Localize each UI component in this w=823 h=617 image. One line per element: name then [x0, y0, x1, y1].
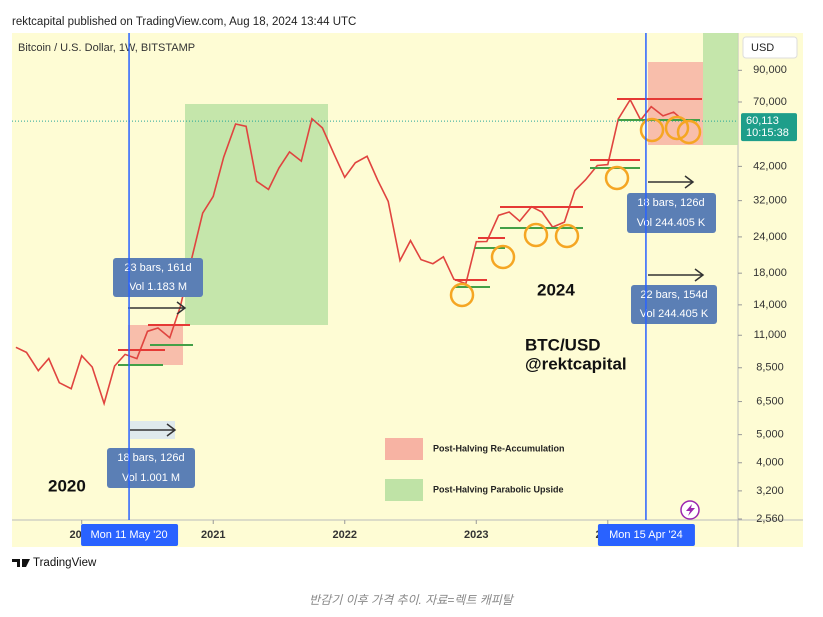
- retest-circle: [639, 117, 665, 143]
- parabolic-zone: [185, 104, 328, 325]
- circles: [449, 115, 702, 308]
- halving-label-bg: [81, 524, 179, 546]
- price-tag: [741, 113, 797, 142]
- y-tick-label: 90,000: [753, 64, 787, 76]
- retest-circle: [523, 222, 549, 248]
- y-tick-label: 3,200: [756, 485, 784, 497]
- arrow: [130, 423, 177, 437]
- icon: [686, 504, 695, 516]
- info-texts: 23 bars, 161d Vol 1.183 M 18 bars, 126d …: [117, 197, 709, 484]
- brand: TradingView: [33, 557, 97, 569]
- info-text: 22 bars, 154d: [640, 289, 707, 301]
- price-line: [15, 98, 685, 407]
- retest-circle: [449, 282, 475, 308]
- x-tick-label: 2022: [333, 529, 357, 541]
- info-box: [627, 193, 716, 233]
- chart-title: Bitcoin / U.S. Dollar, 1W, BITSTAMP: [18, 42, 195, 54]
- y-tick-label: 5,000: [756, 429, 784, 441]
- parabolic-zone: [703, 33, 738, 145]
- year-label: 2024: [537, 280, 575, 299]
- info-text: Vol 244.405 K: [640, 308, 709, 320]
- halving-label: Mon 11 May '20: [90, 529, 167, 541]
- arrows: [128, 175, 705, 437]
- arrow: [648, 268, 705, 282]
- y-tick-label: 2,560: [756, 513, 784, 525]
- caption: 반감기 이후 가격 추이. 자료=렉트 캐피탈: [309, 593, 515, 607]
- y-tick-label: 32,000: [753, 195, 787, 207]
- arrow: [128, 301, 187, 315]
- currency: USD: [751, 42, 774, 54]
- retest-circle: [664, 115, 690, 141]
- year-label: 2020: [48, 476, 86, 495]
- y-tick-label: 11,000: [754, 329, 787, 341]
- info-text: 23 bars, 161d: [124, 262, 191, 274]
- y-tick-label: 18,000: [753, 267, 787, 279]
- logo: [12, 559, 30, 567]
- author-label: @rektcapital: [525, 354, 627, 373]
- price-tag-countdown: 10:15:38: [746, 127, 789, 139]
- legend-label: Post-Halving Re-Accumulation: [433, 443, 565, 453]
- halving-label-bg: [597, 524, 695, 546]
- legend-swatch: [385, 438, 423, 460]
- y-tick-label: 24,000: [753, 231, 787, 243]
- info-text: Vol 1.001 M: [122, 472, 180, 484]
- halving-label: Mon 15 Apr '24: [609, 529, 683, 541]
- retest-circle: [676, 119, 702, 145]
- y-tick-label: 70,000: [753, 96, 787, 108]
- legend-swatch: [385, 479, 423, 501]
- price-tag-value: 60,113: [746, 115, 779, 127]
- info-text: 18 bars, 126d: [637, 197, 704, 209]
- info-box: [113, 258, 203, 297]
- info-text: Vol 244.405 K: [637, 217, 706, 229]
- y-tick-label: 6,500: [756, 395, 784, 407]
- info-text: Vol 1.183 M: [129, 281, 187, 293]
- y-tick-label: 42,000: [753, 160, 787, 172]
- pair-label: BTC/USD: [525, 335, 601, 354]
- retest-circle: [490, 244, 516, 270]
- info-text: 18 bars, 126d: [117, 452, 184, 464]
- x-tick-label: 2023: [464, 529, 488, 541]
- arrow: [648, 175, 695, 189]
- header: rektcapital published on TradingView.com…: [12, 16, 356, 28]
- legend-label: Post-Halving Parabolic Upside: [433, 484, 564, 494]
- y-tick-label: 14,000: [753, 299, 787, 311]
- info-box: [631, 285, 717, 324]
- currency-box: [742, 36, 798, 59]
- y-tick-label: 4,000: [756, 457, 784, 469]
- retest-circle: [604, 165, 630, 191]
- reaccumulation-zone: [648, 62, 703, 145]
- x-tick-label: 2021: [201, 529, 225, 541]
- y-tick-label: 8,500: [756, 362, 784, 374]
- retest-circle: [554, 223, 580, 249]
